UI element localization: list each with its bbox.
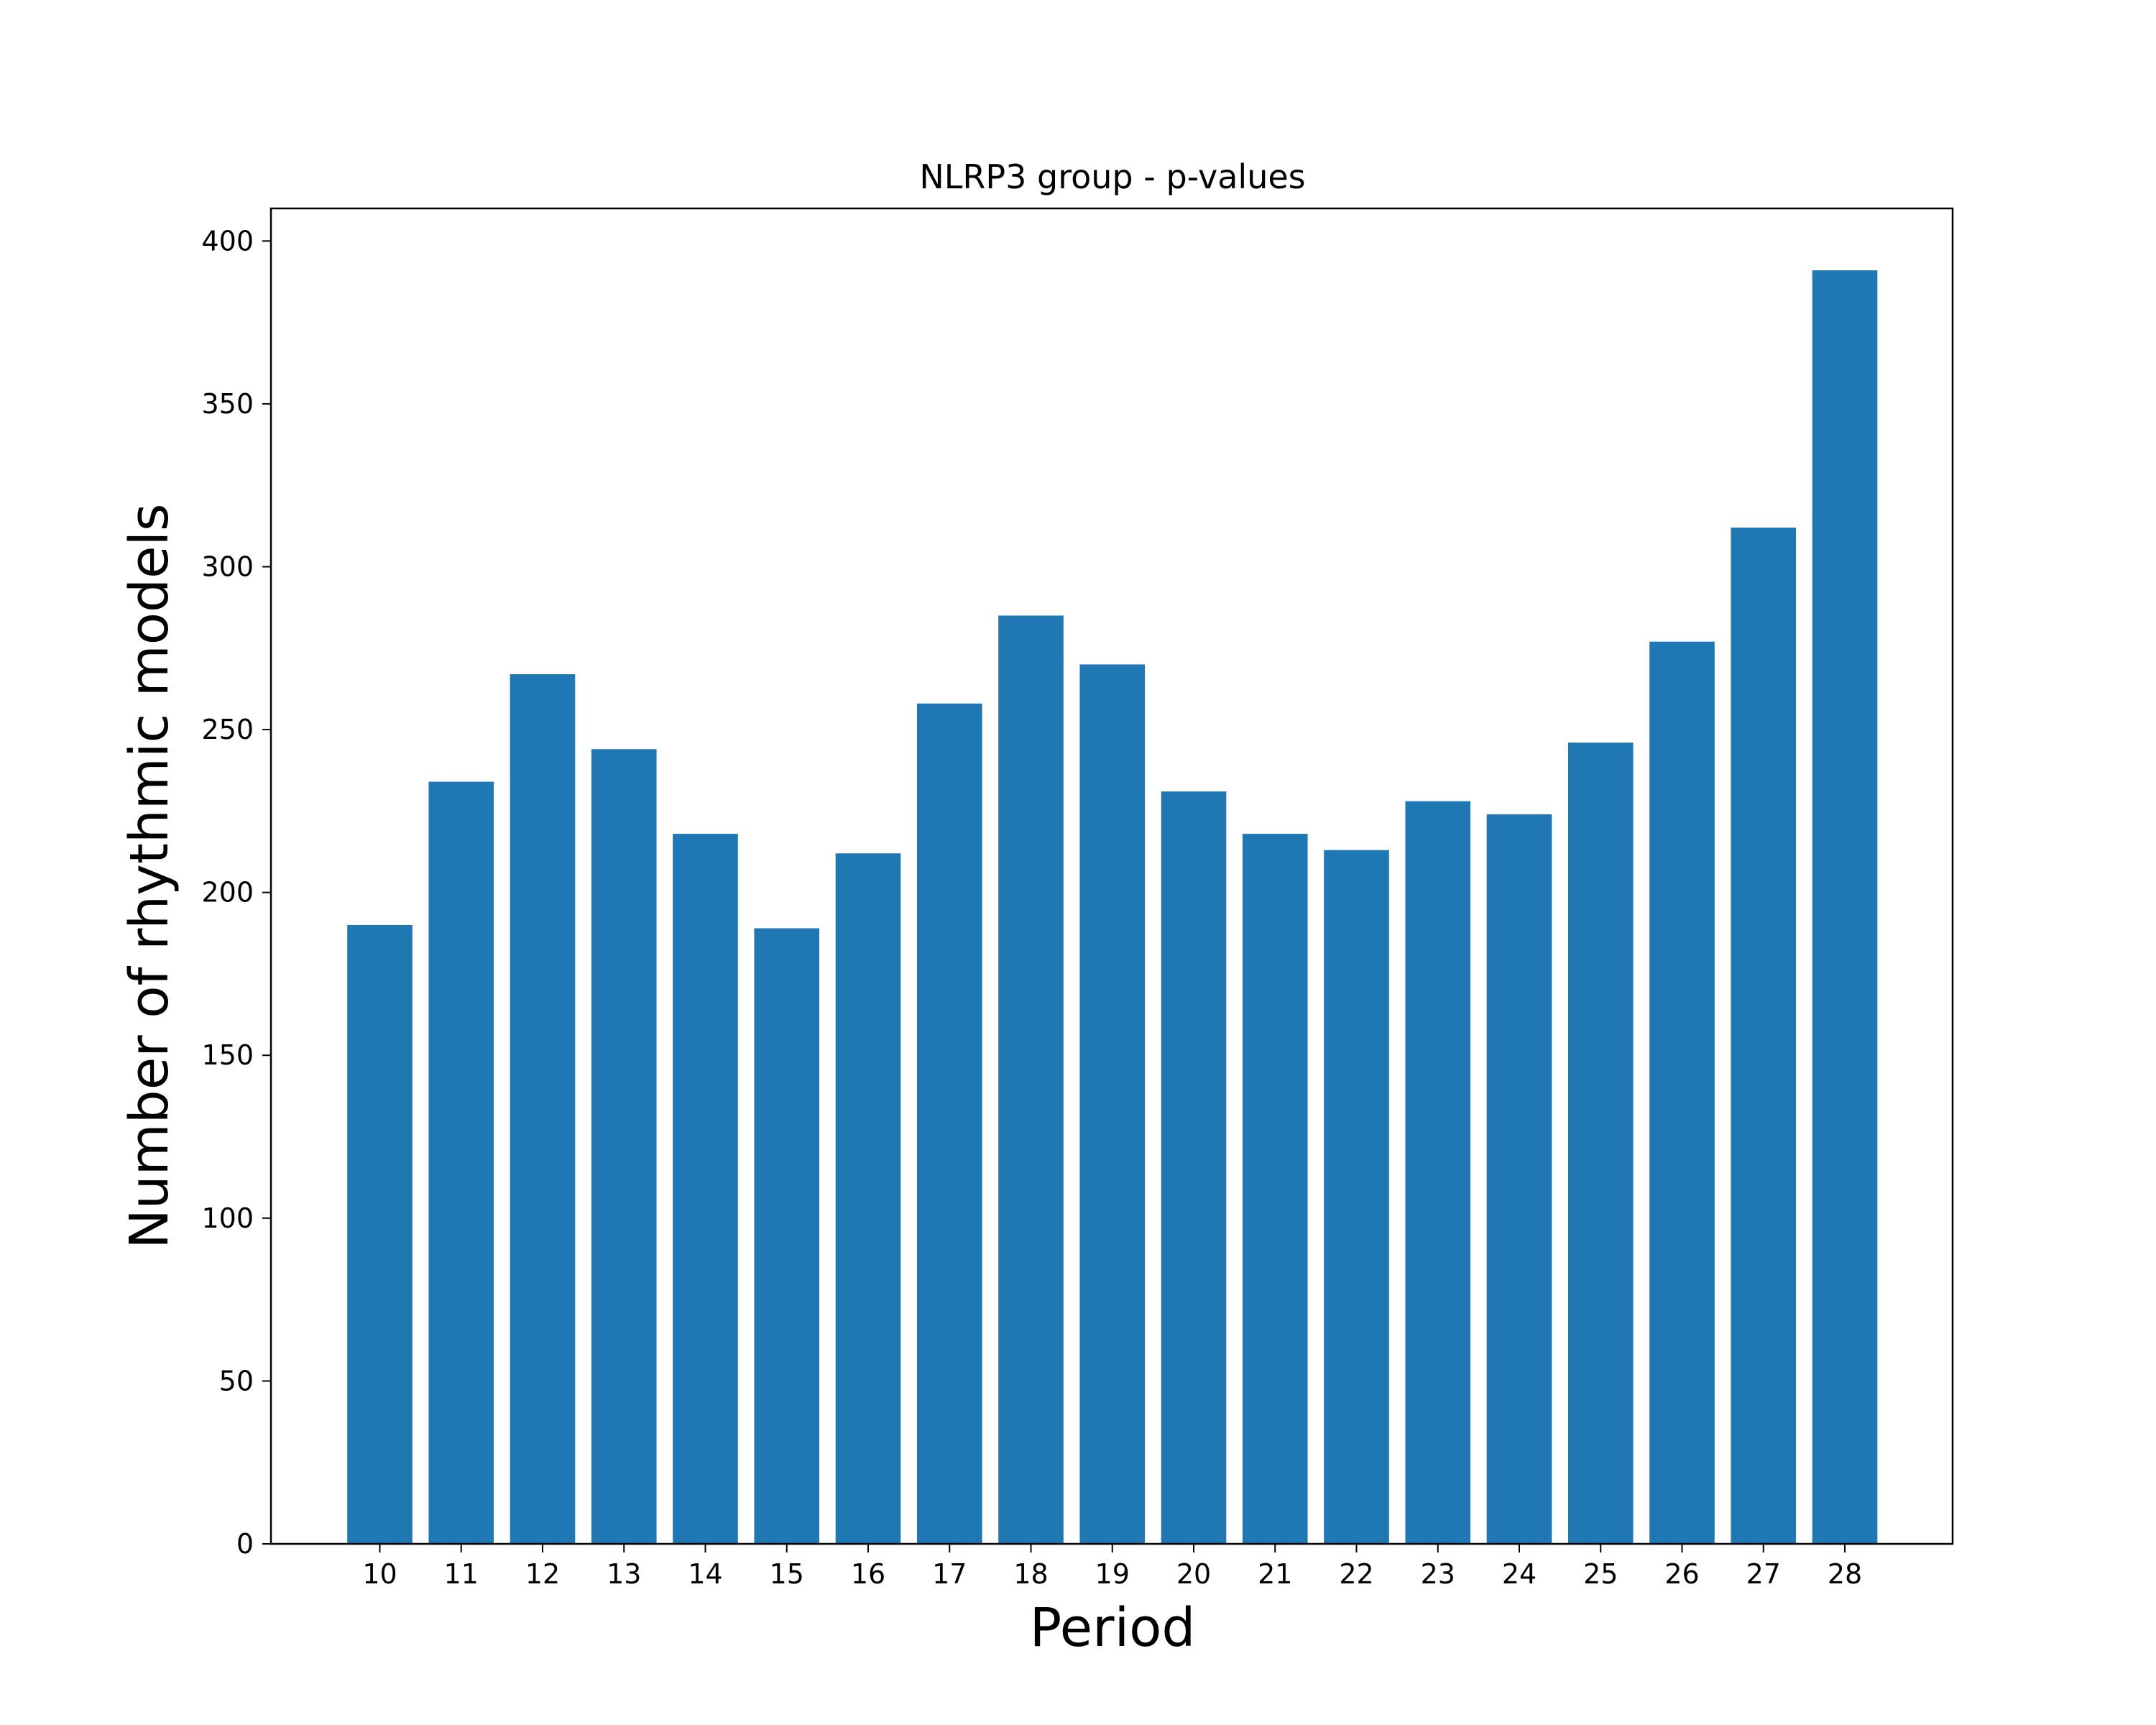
bar-period-10 bbox=[347, 924, 413, 1544]
y-axis-ticks: 0 50 100 150 200 250 300 350 400 bbox=[201, 225, 271, 1560]
x-tick-label: 19 bbox=[1095, 1558, 1130, 1590]
bar-period-23 bbox=[1405, 801, 1471, 1544]
bar-period-15 bbox=[754, 928, 820, 1544]
y-tick-label: 50 bbox=[219, 1365, 254, 1397]
x-tick-label: 12 bbox=[525, 1558, 560, 1590]
x-tick-label: 27 bbox=[1746, 1558, 1781, 1590]
chart-title: NLRP3 group - p-values bbox=[919, 157, 1305, 196]
bar-period-25 bbox=[1567, 742, 1634, 1544]
x-tick-label: 15 bbox=[770, 1558, 804, 1590]
x-tick-label: 23 bbox=[1421, 1558, 1455, 1590]
bar-period-14 bbox=[673, 834, 738, 1544]
x-tick-label: 16 bbox=[851, 1558, 885, 1590]
x-tick-label: 14 bbox=[688, 1558, 722, 1590]
x-tick-label: 11 bbox=[444, 1558, 479, 1590]
y-tick-label: 300 bbox=[201, 551, 254, 582]
bar-period-16 bbox=[835, 853, 901, 1544]
x-axis-label: Period bbox=[1030, 1597, 1196, 1659]
x-tick-label: 22 bbox=[1339, 1558, 1373, 1590]
bar-period-20 bbox=[1161, 791, 1227, 1544]
y-tick-label: 0 bbox=[236, 1528, 254, 1560]
x-tick-label: 13 bbox=[607, 1558, 641, 1590]
x-tick-label: 17 bbox=[932, 1558, 967, 1590]
x-tick-label: 26 bbox=[1664, 1558, 1699, 1590]
bar-period-24 bbox=[1486, 814, 1552, 1544]
y-tick-label: 200 bbox=[201, 877, 254, 908]
bar-period-17 bbox=[916, 703, 982, 1544]
bar-period-11 bbox=[428, 781, 494, 1544]
y-tick-label: 150 bbox=[201, 1039, 254, 1071]
x-tick-label: 10 bbox=[362, 1558, 397, 1590]
bar-period-28 bbox=[1812, 270, 1878, 1545]
bar-period-18 bbox=[998, 615, 1064, 1545]
y-tick-label: 250 bbox=[201, 714, 254, 745]
bar-period-21 bbox=[1242, 834, 1308, 1544]
bar-period-19 bbox=[1079, 664, 1146, 1545]
y-tick-label: 350 bbox=[201, 388, 254, 420]
bar-period-26 bbox=[1649, 641, 1715, 1544]
bars-group bbox=[347, 270, 1878, 1545]
x-tick-label: 20 bbox=[1176, 1558, 1211, 1590]
x-tick-label: 25 bbox=[1583, 1558, 1618, 1590]
x-axis-ticks: 10 11 12 13 14 15 16 17 18 19 20 21 22 23 24 25 26 27 28 bbox=[362, 1544, 1862, 1590]
y-tick-label: 100 bbox=[201, 1202, 254, 1234]
y-axis-label: Number of rhythmic models bbox=[119, 503, 180, 1248]
bar-period-13 bbox=[591, 749, 657, 1544]
x-tick-label: 18 bbox=[1013, 1558, 1048, 1590]
bar-period-12 bbox=[510, 674, 576, 1544]
x-tick-label: 28 bbox=[1828, 1558, 1862, 1590]
bar-period-22 bbox=[1324, 850, 1389, 1544]
y-tick-label: 400 bbox=[201, 225, 254, 257]
x-tick-label: 24 bbox=[1502, 1558, 1537, 1590]
bar-period-27 bbox=[1731, 528, 1797, 1544]
plot-frame bbox=[270, 207, 1954, 1545]
x-tick-label: 21 bbox=[1258, 1558, 1292, 1590]
